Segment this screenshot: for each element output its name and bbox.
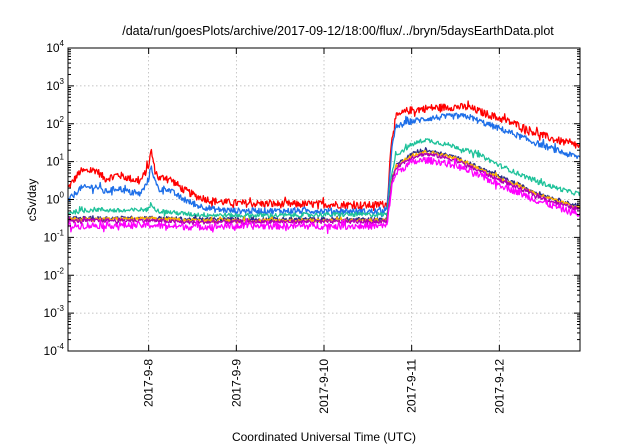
x-axis-label: Coordinated Universal Time (UTC)	[232, 430, 416, 444]
y-tick-label: 103	[46, 77, 64, 93]
y-tick-base: 10	[44, 268, 58, 282]
y-tick-label: 104	[46, 39, 64, 55]
y-tick-base: 10	[46, 193, 60, 207]
y-tick-base: 10	[46, 117, 60, 131]
series-line	[67, 156, 581, 235]
series-line	[67, 100, 581, 213]
y-tick-label: 101	[46, 153, 64, 169]
y-tick-exponent: 3	[60, 77, 65, 86]
y-tick-label: 102	[46, 115, 64, 131]
y-tick-label: 10-1	[44, 228, 65, 244]
x-tick-label: 2017-9-11	[405, 359, 419, 413]
y-tick-base: 10	[44, 230, 58, 244]
y-tick-label: 10-2	[44, 266, 65, 282]
y-tick-exponent: -2	[57, 266, 65, 275]
y-tick-base: 10	[44, 344, 58, 358]
series-line	[67, 112, 581, 218]
y-tick-exponent: -1	[57, 228, 65, 237]
y-tick-label: 100	[46, 191, 64, 207]
x-tick-label: 2017-9-8	[142, 359, 156, 407]
y-tick-exponent: 2	[60, 115, 65, 124]
y-tick-base: 10	[46, 155, 60, 169]
series-line	[67, 138, 581, 220]
y-tick-base: 10	[44, 306, 58, 320]
series-line	[67, 152, 581, 227]
y-tick-label: 10-3	[44, 304, 65, 320]
x-tick-label: 2017-9-10	[317, 359, 331, 414]
y-tick-exponent: 4	[60, 39, 65, 48]
series-group	[67, 100, 581, 235]
y-tick-base: 10	[46, 41, 60, 55]
y-tick-base: 10	[46, 79, 60, 93]
y-tick-exponent: -4	[57, 342, 65, 351]
axis-ticks	[68, 47, 580, 352]
y-tick-exponent: -3	[57, 304, 65, 313]
y-tick-exponent: 0	[60, 191, 65, 200]
x-tick-labels: 2017-9-8 2017-9-9 2017-9-10 2017-9-11 2017-9…	[142, 359, 507, 414]
x-tick-label: 2017-9-9	[229, 359, 243, 407]
y-tick-label: 10-4	[44, 342, 65, 358]
chart-title: /data/run/goesPlots/archive/2017-09-12/1…	[122, 24, 554, 38]
y-tick-exponent: 1	[60, 153, 65, 162]
y-axis-label: cSv/day	[25, 179, 39, 222]
x-tick-label: 2017-9-12	[492, 359, 506, 414]
